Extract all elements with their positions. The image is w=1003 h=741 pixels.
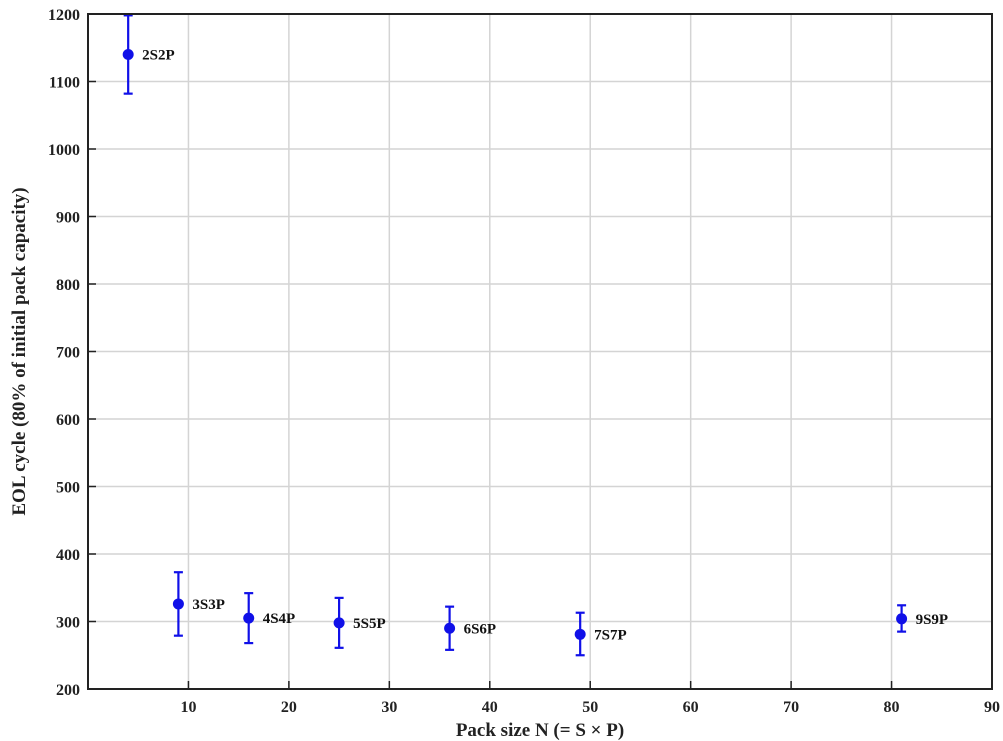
data-point-group: 3S3P [172, 571, 225, 637]
y-tick-label: 500 [56, 480, 80, 497]
x-tick-label: 40 [482, 699, 498, 716]
y-tick-label: 300 [56, 615, 80, 632]
data-point-group: 2S2P [122, 14, 175, 95]
data-point-marker [574, 628, 586, 640]
x-tick-label: 80 [884, 699, 900, 716]
x-axis-title: Pack size N (= S × P) [456, 720, 624, 741]
grid-lines [88, 13, 993, 690]
data-point-label: 5S5P [353, 616, 386, 632]
data-point-marker [172, 598, 184, 610]
x-tick-label: 90 [984, 699, 1000, 716]
data-point-label: 2S2P [142, 48, 175, 64]
x-tick-label: 20 [281, 699, 297, 716]
x-tick-label: 70 [783, 699, 799, 716]
data-point-label: 9S9P [916, 612, 949, 628]
data-point-marker [333, 617, 345, 629]
y-axis-title: EOL cycle (80% of initial pack capacity) [9, 187, 30, 515]
data-point-marker [896, 613, 908, 625]
data-point-group: 5S5P [333, 596, 386, 649]
data-point-group: 6S6P [444, 605, 497, 651]
y-tick-label: 1200 [48, 7, 80, 24]
x-tick-label: 30 [381, 699, 397, 716]
x-tick-label: 10 [180, 699, 196, 716]
y-tick-label: 200 [56, 682, 80, 699]
data-point-marker [243, 612, 255, 624]
x-tick-label: 50 [582, 699, 598, 716]
y-tick-label: 900 [56, 210, 80, 227]
data-point-group: 9S9P [896, 604, 949, 633]
data-point-marker [122, 49, 134, 60]
data-point-group: 4S4P [243, 592, 296, 645]
y-tick-label: 1000 [48, 142, 80, 159]
data-point-label: 3S3P [192, 597, 225, 613]
y-tick-label: 400 [56, 547, 80, 564]
x-tick-label: 60 [683, 699, 699, 716]
data-point-marker [444, 622, 456, 634]
plot-frame [87, 13, 993, 690]
y-tick-label: 600 [56, 412, 80, 429]
data-point-label: 6S6P [464, 621, 497, 637]
data-point-label: 7S7P [594, 627, 627, 643]
y-tick-label: 700 [56, 345, 80, 362]
axis-ticks: 10 20 30 40 50 60 70 80 90 200 300 400 500 600 700 800 9… [48, 7, 1000, 716]
data-point-label: 4S4P [263, 611, 296, 627]
data-point-group: 7S7P [574, 611, 627, 657]
data-points: 2S2P 3S3P 4S4P 5S5P 6S6P 7S7P 9S9P [122, 14, 949, 657]
y-tick-label: 800 [56, 277, 80, 294]
y-tick-label: 1100 [49, 75, 80, 92]
